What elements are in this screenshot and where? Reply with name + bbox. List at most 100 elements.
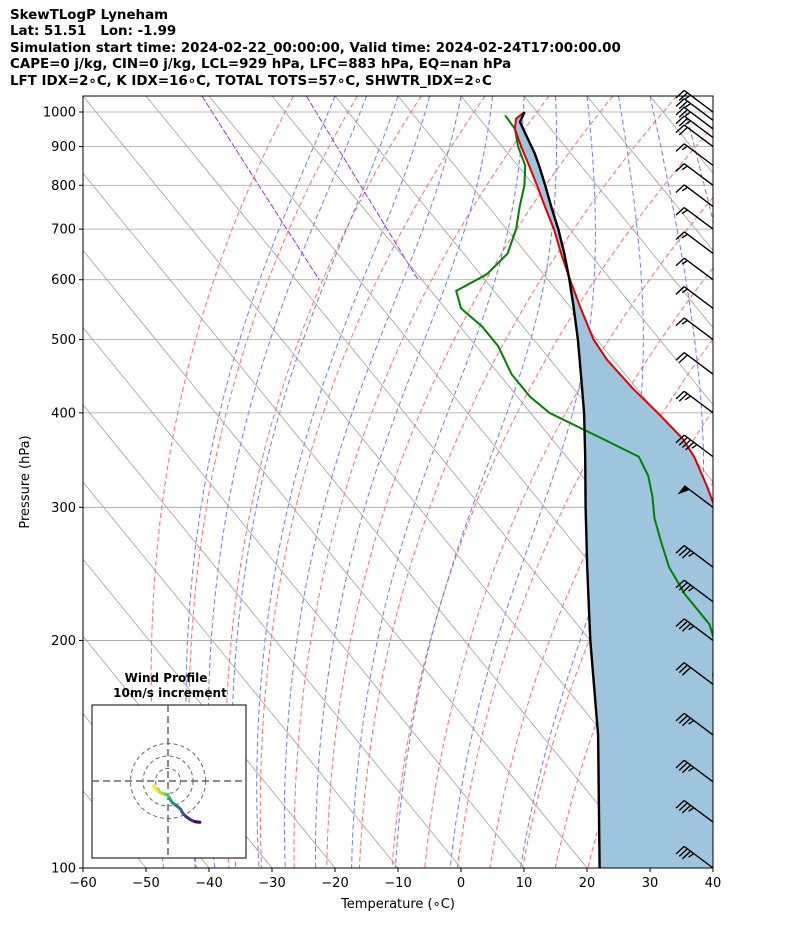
isotherm-line: [712, 96, 713, 97]
wind-barb: [675, 352, 714, 375]
wind-barb-staff: [683, 545, 714, 568]
y-tick-label: 1000: [43, 106, 76, 121]
isotherm-line: [83, 481, 399, 868]
wind-barb-flag: [675, 317, 685, 327]
wind-barb-flag: [678, 393, 688, 402]
y-tick-label: 100: [51, 862, 76, 877]
wind-barb-flag: [688, 807, 695, 812]
x-tick-label: 20: [579, 876, 596, 891]
wind-barb: [675, 184, 714, 208]
wind-barb-staff: [683, 799, 714, 823]
wind-barb-flag: [681, 259, 688, 265]
dry-adiabat: [224, 96, 422, 868]
wind-barb-flag: [681, 288, 688, 294]
wind-barb-flag: [675, 800, 685, 809]
moist-adiabat: [394, 96, 557, 868]
wind-barb-staff: [683, 662, 714, 685]
wind-barb-staff: [683, 352, 714, 375]
isotherm-line: [586, 96, 713, 252]
moist-adiabat: [712, 96, 713, 98]
x-tick-label: −50: [132, 876, 159, 891]
wind-barb-flag: [678, 762, 688, 771]
wind-barb-flag: [675, 434, 685, 444]
temperature-line: [513, 111, 713, 506]
x-tick-label: 40: [705, 876, 722, 891]
y-axis-label: Pressure (hPa): [18, 435, 33, 528]
wind-barb: [675, 98, 714, 121]
wind-barb: [675, 662, 714, 685]
wind-barb-pennant: [677, 485, 690, 495]
wind-barb-staff: [683, 618, 714, 641]
x-tick-label: −20: [321, 876, 348, 891]
wind-barb: [675, 106, 714, 130]
x-axis-label: Temperature (∘C): [340, 897, 455, 912]
wind-barb-flag: [675, 545, 685, 554]
wind-barb-flag: [675, 106, 685, 116]
isotherm-line: [208, 96, 713, 715]
wind-barb-flag: [678, 92, 688, 101]
wind-barb-staff: [683, 89, 714, 113]
isotherm-line: [271, 96, 713, 638]
wind-barb-flag: [678, 126, 688, 136]
wind-barb: [675, 206, 714, 230]
isotherm-line: [334, 96, 713, 560]
wind-barb-flag: [675, 184, 685, 193]
wind-barb-flag: [681, 145, 688, 151]
moist-adiabat: [231, 96, 399, 868]
wind-barb-flag: [685, 441, 695, 451]
wind-barb-flag: [675, 231, 685, 240]
wind-barb: [675, 618, 714, 641]
wind-barb-flag: [678, 109, 688, 118]
isotherm-line: [397, 96, 713, 483]
wind-barb-flag: [675, 286, 685, 295]
y-tick-label: 800: [51, 179, 76, 194]
wind-barb-staff: [683, 845, 714, 869]
dry-adiabat: [293, 96, 550, 868]
wind-barb-flag: [675, 124, 685, 134]
wind-barb-staff: [683, 712, 714, 736]
y-tick-label: 300: [51, 501, 76, 516]
wind-barb-flag: [678, 582, 688, 591]
wind-barb-flag: [678, 848, 688, 857]
mixing-ratio-line: [305, 96, 419, 280]
wind-barb-flag: [675, 89, 685, 99]
wind-barb-flag: [681, 186, 688, 192]
wind-barb-flag: [678, 664, 688, 674]
isotherm-line: [83, 249, 588, 868]
cape-cin-indices: CAPE=0 j/kg, CIN=0 j/kg, LCL=929 hPa, LF…: [10, 57, 512, 73]
wind-barb-staff: [683, 485, 714, 508]
wind-barb-flag: [688, 719, 695, 725]
dry-adiabat: [718, 96, 794, 868]
wind-barb: [675, 799, 714, 823]
wind-barb: [677, 485, 714, 508]
wind-barb-staff: [683, 98, 714, 121]
wind-barb: [675, 124, 714, 148]
wind-barb-staff: [683, 390, 714, 414]
dry-adiabat: [150, 96, 294, 868]
wind-barb-staff: [683, 317, 714, 341]
y-tick-label: 600: [51, 273, 76, 288]
wind-barb-flag: [675, 579, 685, 589]
isotherm-line: [83, 326, 525, 868]
wind-barb: [675, 286, 714, 309]
wind-barb-flag: [685, 395, 691, 401]
dry-adiabat: [326, 96, 614, 868]
wind-barb-flag: [678, 802, 688, 812]
wind-barb-flag: [678, 715, 688, 724]
wind-barb-flag: [678, 354, 688, 364]
moist-adiabat: [351, 96, 525, 868]
wind-barb-flag: [688, 552, 695, 557]
wind-barb: [675, 231, 714, 255]
isotherm-line: [83, 404, 462, 868]
dry-adiabat: [784, 96, 794, 868]
wind-barb-flag: [681, 666, 692, 676]
wind-barb: [675, 163, 714, 186]
wind-barb-staff: [683, 163, 714, 186]
inset-title: Wind Profile: [125, 671, 208, 685]
wind-barb-flag: [688, 853, 695, 858]
wind-barb: [675, 434, 714, 458]
wind-barb-staff: [683, 115, 714, 139]
wind-barb-flag: [681, 165, 688, 171]
dry-adiabat: [751, 96, 794, 868]
wind-barb-flag: [688, 586, 695, 592]
